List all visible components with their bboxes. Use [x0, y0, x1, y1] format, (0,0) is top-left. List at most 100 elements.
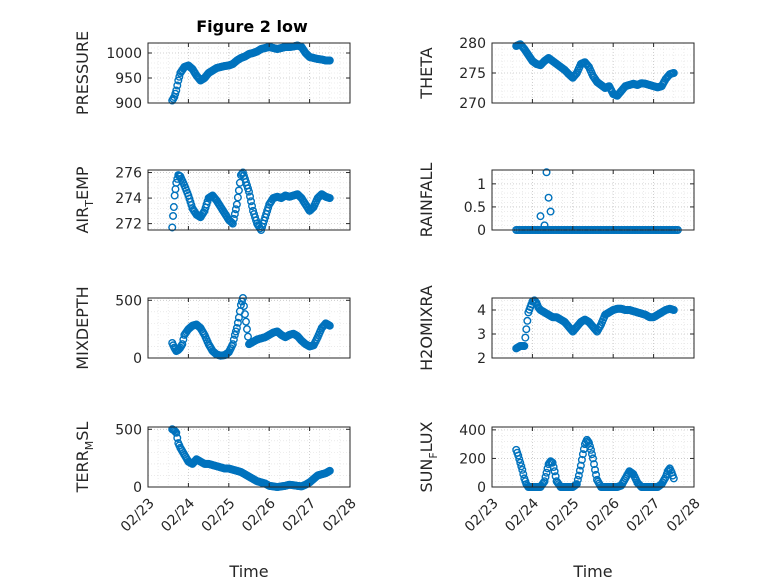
data-series: [512, 40, 678, 100]
data-point: [229, 335, 238, 344]
y-tick-label: 270: [459, 96, 486, 112]
y-tick-label: 272: [115, 217, 142, 233]
y-tick-label: 500: [115, 293, 142, 309]
data-point: [172, 86, 181, 95]
x-axis-label: Time: [228, 562, 268, 581]
subplot-h2omixra: 2 3 4 H2OMIXRA: [417, 285, 695, 371]
data-point: [592, 470, 601, 479]
y-tick-label: 275: [459, 66, 486, 82]
axes-box: [147, 169, 351, 231]
data-point: [244, 187, 253, 196]
axes-box: [491, 426, 695, 488]
data-point: [522, 325, 531, 334]
data-point: [521, 333, 530, 342]
y-axis-label: AIRTEMP: [73, 166, 96, 233]
data-point: [239, 302, 248, 311]
y-axis-label: THETA: [417, 47, 436, 99]
data-point: [241, 317, 250, 326]
data-series: [512, 296, 678, 353]
y-axis-label: TERRMSL: [73, 422, 96, 494]
y-tick-label: 280: [459, 36, 486, 52]
data-point: [231, 327, 240, 336]
data-point: [325, 321, 334, 330]
y-tick-label: 274: [115, 191, 142, 207]
data-point: [173, 433, 182, 442]
data-point: [584, 438, 593, 447]
data-point: [514, 451, 523, 460]
data-point: [541, 473, 550, 482]
data-point: [169, 211, 178, 220]
data-point: [234, 186, 243, 195]
data-point: [517, 462, 526, 471]
y-tick-label: 0: [477, 480, 486, 496]
data-point: [227, 218, 236, 227]
y-axis-label: RAINFALL: [417, 163, 436, 238]
y-tick-label: 0: [133, 480, 142, 496]
data-point: [587, 450, 596, 459]
y-tick-label: 4: [477, 303, 486, 319]
subplot-pressure: 900 950 1000 PRESSURE: [73, 31, 351, 115]
data-point: [232, 324, 241, 333]
data-series: [168, 294, 334, 360]
data-point: [173, 81, 182, 90]
y-tick-label: 900: [115, 96, 142, 112]
data-series: [168, 168, 334, 234]
axes-box: [491, 297, 695, 359]
axes-box: [147, 297, 351, 359]
data-point: [548, 458, 557, 467]
data-point: [576, 461, 585, 470]
axes-box: [491, 169, 695, 231]
y-axis-label: H2OMIXRA: [417, 285, 436, 371]
data-point: [230, 330, 239, 339]
data-point: [172, 428, 181, 437]
data-point: [518, 465, 527, 474]
data-point: [536, 212, 545, 221]
y-tick-label: 3: [477, 327, 486, 343]
data-point: [574, 471, 583, 480]
data-point: [520, 342, 529, 351]
data-point: [229, 214, 238, 223]
subplot-mixdepth: 0 500 MIXDEPTH: [73, 286, 351, 370]
data-point: [573, 475, 582, 484]
y-tick-label: 2: [477, 351, 486, 367]
data-point: [591, 465, 600, 474]
data-point: [583, 437, 592, 446]
data-point: [669, 474, 678, 483]
data-point: [544, 193, 553, 202]
data-point: [550, 467, 559, 476]
data-point: [669, 68, 678, 77]
data-point: [577, 455, 586, 464]
figure-title: Figure 2 low: [196, 17, 308, 36]
data-series: [168, 41, 334, 105]
data-point: [243, 332, 252, 341]
data-point: [523, 316, 532, 325]
data-point: [325, 194, 334, 203]
data-point: [590, 460, 599, 469]
axes-box: [147, 42, 351, 104]
data-point: [178, 340, 187, 349]
data-point: [669, 306, 678, 315]
subplot-air: 272 274 276 AIRTEMP: [73, 166, 351, 234]
y-tick-label: 400: [459, 423, 486, 439]
y-axis-label: PRESSURE: [73, 31, 92, 115]
data-point: [231, 205, 240, 214]
data-point: [546, 207, 555, 216]
data-point: [228, 340, 237, 349]
subplot-theta: 270 275 280 THETA: [417, 36, 695, 112]
y-axis-label: SUNFLUX: [417, 421, 440, 492]
x-axis-label: Time: [572, 562, 612, 581]
data-point: [542, 168, 551, 177]
data-point: [168, 223, 177, 232]
subplot-rainfall: 0 0.5 1 RAINFALL: [417, 163, 695, 239]
y-tick-label: 1: [477, 177, 486, 193]
y-tick-label: 0.5: [464, 200, 486, 216]
data-point: [519, 470, 528, 479]
data-point: [233, 318, 242, 327]
y-tick-label: 200: [459, 451, 486, 467]
y-tick-label: 0: [477, 223, 486, 239]
data-point: [247, 197, 256, 206]
data-point: [174, 76, 183, 85]
data-point: [542, 468, 551, 477]
data-point: [549, 463, 558, 472]
